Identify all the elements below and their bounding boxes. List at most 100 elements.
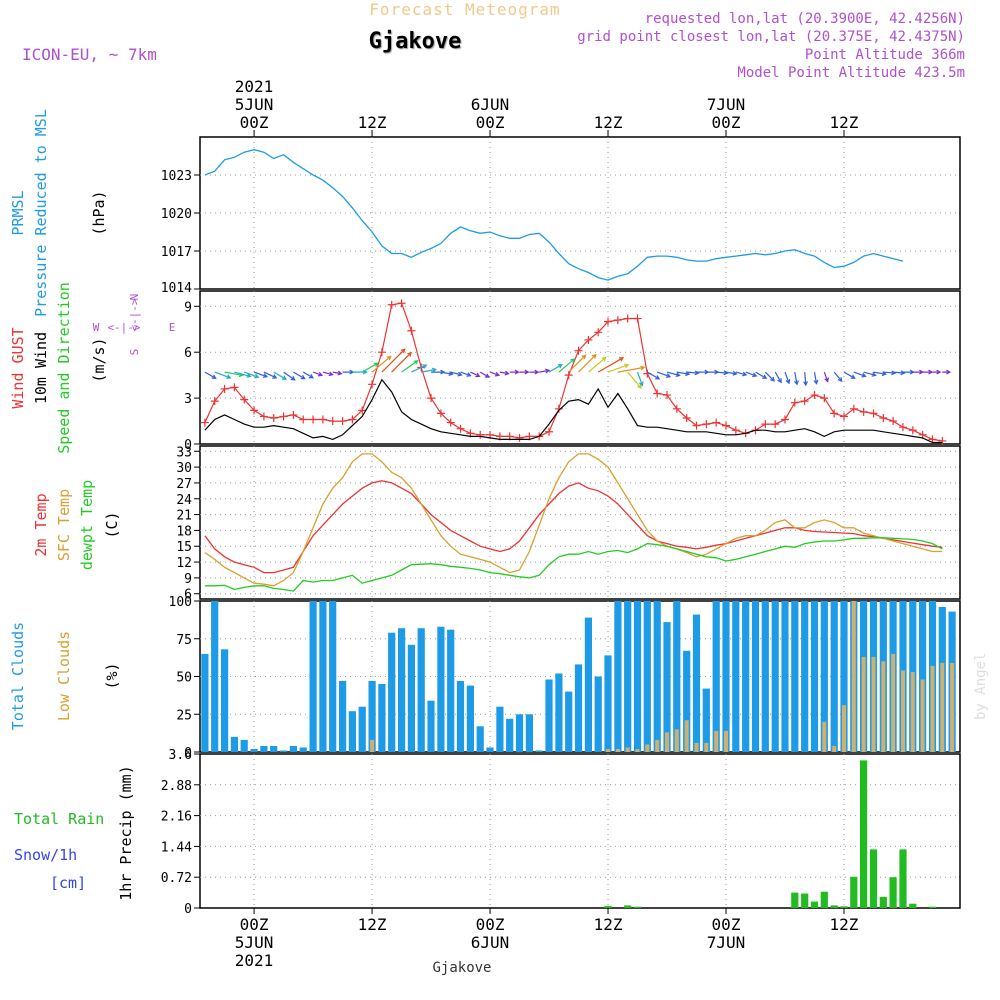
gust-marker (515, 433, 524, 442)
total-cloud-bar (840, 601, 848, 752)
y-tick-label: 3.6 (169, 748, 192, 763)
gust-marker (436, 409, 445, 418)
total-cloud-bar (712, 601, 720, 752)
gust-marker (653, 389, 662, 398)
wind-arrow (813, 371, 819, 385)
total-cloud-bar (771, 601, 779, 752)
precip-bar (860, 760, 868, 908)
temp-line-2 (204, 537, 943, 592)
gust-marker (830, 409, 839, 418)
wind-arrow (686, 370, 700, 376)
total-cloud-bar (594, 676, 602, 752)
panel-frame (199, 753, 961, 909)
wind-arrow (411, 364, 428, 373)
y-tick-label: 15 (176, 540, 192, 555)
wind-arrow (234, 371, 252, 378)
bottom-hour-label: 12Z (358, 915, 387, 934)
low-cloud-bar (724, 730, 728, 752)
gust-marker (387, 300, 396, 309)
bottom-hour-label: 12Z (830, 915, 859, 934)
precip-bar (810, 901, 819, 908)
total-cloud-bar (437, 626, 445, 752)
y-tick-label: 100 (169, 595, 192, 610)
low-cloud-bar (615, 749, 620, 752)
total-cloud-bar (407, 644, 415, 752)
gust-marker (338, 417, 347, 426)
compass-s: S (128, 349, 141, 356)
panel-clouds: 0 25 50 75 100 (169, 595, 961, 761)
wind-arrow (725, 370, 738, 376)
low-cloud-bar (684, 720, 689, 752)
low-cloud-bar (891, 653, 896, 752)
dewpt-label: dewpt Temp (78, 480, 96, 570)
total-cloud-bar (565, 691, 573, 752)
gust-marker (259, 412, 268, 421)
gust-marker (663, 391, 672, 400)
wind-arrow (253, 371, 269, 378)
precip-bar (879, 896, 887, 908)
wind-arrow (371, 355, 392, 373)
low-cloud-bar (370, 739, 375, 752)
total-cloud-bar (722, 601, 730, 752)
wind-arrow (755, 371, 768, 379)
top-date-label: 6JUN (471, 95, 510, 114)
total-cloud-bar (525, 714, 533, 753)
bottom-hour-label: 12Z (594, 915, 623, 934)
bottom-hour-label: 00Z (240, 915, 269, 934)
wind-arrow (716, 370, 729, 376)
gust-marker (849, 404, 858, 413)
total-cloud-bar (515, 714, 524, 753)
y-tick-label: 2.16 (161, 810, 192, 825)
bottom-year: 2021 (235, 951, 274, 970)
wind-unit: (m/s) (90, 337, 108, 382)
wind-arrow (489, 371, 501, 377)
wind-arrow (381, 348, 406, 373)
gust-marker (761, 420, 770, 429)
bottom-hour-label: 00Z (476, 915, 505, 934)
total-cloud-bar (339, 681, 347, 752)
y-tick-label: 1.44 (161, 840, 192, 855)
wind-arrow (332, 370, 343, 376)
y-tick-label: 75 (176, 633, 192, 648)
wind-arrow (440, 371, 454, 376)
precip-unit: 1hr Precip (mm) (117, 765, 135, 900)
compass-w: W (93, 321, 100, 334)
y-tick-label: 1017 (161, 245, 192, 260)
temp-line-0 (204, 480, 943, 574)
wind-arrow (342, 369, 355, 375)
total-cloud-bar (417, 628, 425, 752)
low-cloud-bar (822, 721, 827, 752)
low-cloud-bar (930, 665, 935, 752)
total-cloud-bar (830, 601, 838, 752)
y-tick-label: 25 (176, 708, 192, 723)
total-cloud-bar (633, 601, 642, 752)
wind-arrow (912, 369, 925, 375)
wind-arrow (764, 371, 775, 382)
gust-line (204, 302, 943, 442)
gust-marker (820, 394, 829, 403)
top-hour-label: 12Z (358, 113, 387, 132)
wind-arrow (401, 360, 419, 373)
wind-arrow (470, 371, 481, 378)
gust-marker (328, 417, 337, 426)
total-cloud-bar (663, 622, 671, 752)
total-clouds-label: Total Clouds (9, 622, 27, 730)
total-cloud-bar (742, 601, 750, 752)
y-tick-label: 1023 (161, 169, 192, 184)
total-cloud-bar (486, 747, 494, 752)
y-tick-label: 0 (184, 746, 192, 761)
wind-arrow (735, 371, 748, 377)
wind-arrow (942, 369, 952, 375)
total-cloud-bar (919, 601, 927, 752)
gust-marker (584, 335, 593, 344)
y-tick-label: 2.88 (161, 779, 192, 794)
requested-coords: requested lon,lat (20.3900E, 42.4256N) (645, 11, 965, 27)
total-cloud-bar (624, 601, 632, 752)
total-cloud-bar (820, 601, 828, 752)
y-tick-label: 1014 (161, 281, 192, 296)
gust-marker (869, 409, 878, 418)
temp-label: 2m Temp (32, 493, 50, 556)
wind-arrow (932, 369, 942, 375)
total-cloud-bar (329, 601, 337, 752)
gust-marker (446, 418, 455, 427)
